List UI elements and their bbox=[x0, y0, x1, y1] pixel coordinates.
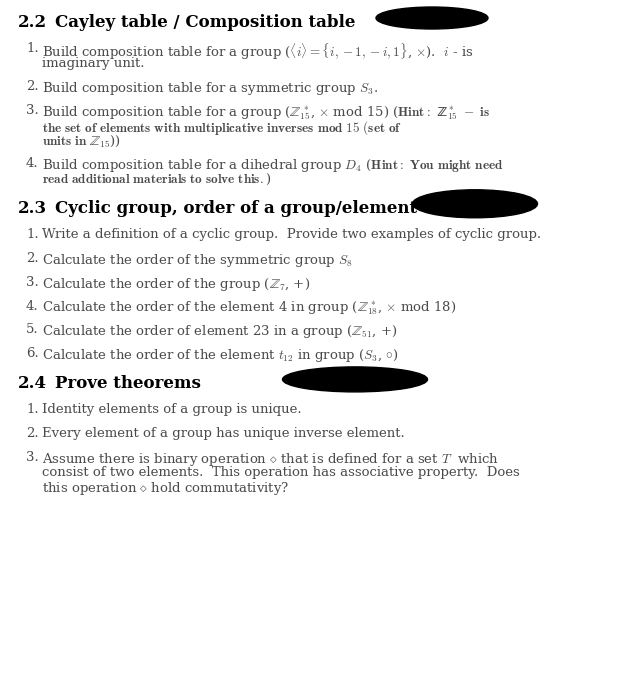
Text: Cayley table / Composition table: Cayley table / Composition table bbox=[55, 14, 356, 31]
Text: imaginary unit.: imaginary unit. bbox=[42, 57, 145, 70]
Text: 1.: 1. bbox=[26, 228, 39, 241]
Text: Write a definition of a cyclic group.  Provide two examples of cyclic group.: Write a definition of a cyclic group. Pr… bbox=[42, 228, 541, 241]
Text: 5.: 5. bbox=[26, 323, 39, 336]
Text: 1.: 1. bbox=[26, 403, 39, 417]
Text: $\mathbf{read\ additional\ materials\ to\ solve\ this.}$): $\mathbf{read\ additional\ materials\ to… bbox=[42, 172, 271, 187]
Text: 2.: 2. bbox=[26, 252, 39, 265]
Text: $\mathbf{units\ in}$ $\mathbb{Z}_{15}$)): $\mathbf{units\ in}$ $\mathbb{Z}_{15}$)) bbox=[42, 133, 121, 149]
Text: 3.: 3. bbox=[26, 276, 39, 289]
Text: Calculate the order of the element 4 in group ($\mathbb{Z}^*_{18}$, $\times$ mod: Calculate the order of the element 4 in … bbox=[42, 299, 456, 317]
Text: consist of two elements.  This operation has associative property.  Does: consist of two elements. This operation … bbox=[42, 466, 520, 479]
Text: 4.: 4. bbox=[26, 299, 39, 313]
Text: 2.4: 2.4 bbox=[18, 376, 47, 392]
Ellipse shape bbox=[413, 190, 538, 218]
Text: 3.: 3. bbox=[26, 104, 39, 117]
Text: Every element of a group has unique inverse element.: Every element of a group has unique inve… bbox=[42, 427, 405, 440]
Text: 2.3: 2.3 bbox=[18, 200, 47, 217]
Text: Assume there is binary operation $\diamond$ that is defined for a set $T$  which: Assume there is binary operation $\diamo… bbox=[42, 451, 499, 468]
Text: 4.: 4. bbox=[26, 157, 39, 170]
Text: 2.: 2. bbox=[26, 427, 39, 440]
Text: 1.: 1. bbox=[26, 42, 39, 55]
Text: Build composition table for a dihedral group $D_4$ ($\mathbf{Hint:\ You\ might\ : Build composition table for a dihedral g… bbox=[42, 157, 503, 174]
Ellipse shape bbox=[376, 7, 488, 29]
Text: Calculate the order of the symmetric group $S_8$: Calculate the order of the symmetric gro… bbox=[42, 252, 353, 269]
Text: this operation $\diamond$ hold commutativity?: this operation $\diamond$ hold commutati… bbox=[42, 480, 289, 497]
Text: Calculate the order of the group ($\mathbb{Z}_7$, +): Calculate the order of the group ($\math… bbox=[42, 276, 310, 292]
Text: 2.2: 2.2 bbox=[18, 14, 47, 31]
Text: Calculate the order of the element $t_{12}$ in group ($S_3$, $\circ$): Calculate the order of the element $t_{1… bbox=[42, 348, 398, 364]
Text: Calculate the order of element 23 in a group ($\mathbb{Z}_{51}$, +): Calculate the order of element 23 in a g… bbox=[42, 323, 398, 341]
Text: Build composition table for a group ($\mathbb{Z}^*_{15}$, $\times$ mod 15) ($\ma: Build composition table for a group ($\m… bbox=[42, 104, 490, 122]
Text: Prove theorems: Prove theorems bbox=[55, 376, 201, 392]
Text: 6.: 6. bbox=[26, 348, 39, 360]
Text: $\mathbf{the\ set\ of\ elements\ with\ multiplicative\ inverses\ mod\ 15\ (set\ : $\mathbf{the\ set\ of\ elements\ with\ m… bbox=[42, 119, 402, 137]
Ellipse shape bbox=[282, 367, 428, 392]
Text: 3.: 3. bbox=[26, 451, 39, 464]
Text: Build composition table for a symmetric group $S_3$.: Build composition table for a symmetric … bbox=[42, 80, 378, 98]
Text: 2.: 2. bbox=[26, 80, 39, 94]
Text: Cyclic group, order of a group/element: Cyclic group, order of a group/element bbox=[55, 200, 417, 217]
Text: Identity elements of a group is unique.: Identity elements of a group is unique. bbox=[42, 403, 302, 417]
Text: Build composition table for a group ($\langle i \rangle = \{i, -1, -i, 1\}$, $\t: Build composition table for a group ($\l… bbox=[42, 42, 473, 62]
